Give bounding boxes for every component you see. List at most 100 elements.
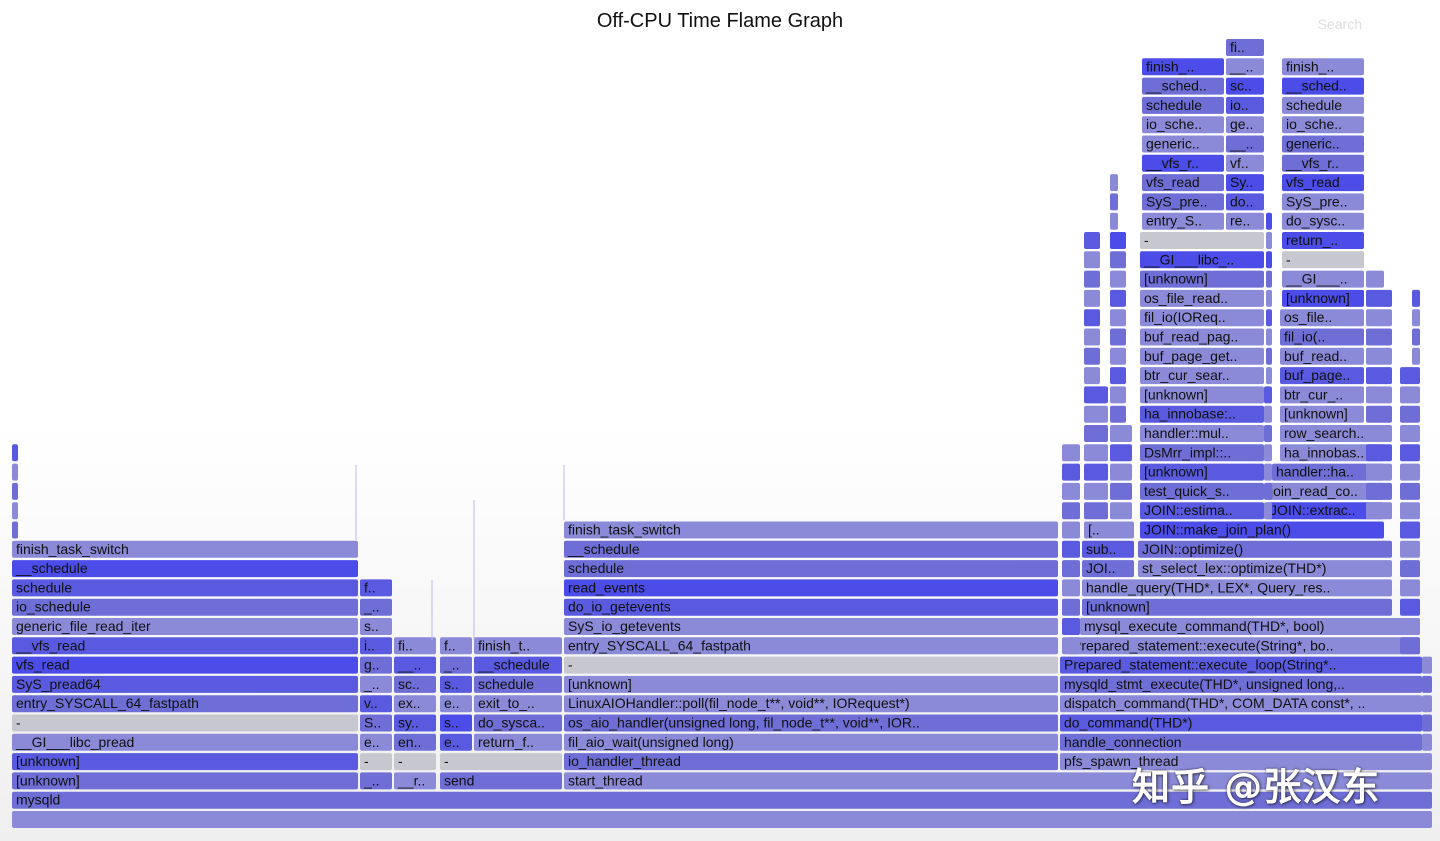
flame-frame-rect[interactable] <box>12 714 358 732</box>
flame-frame-rect[interactable] <box>1084 521 1134 539</box>
flame-frame[interactable] <box>1422 733 1432 751</box>
flame-frame[interactable]: mysqld <box>12 791 1432 809</box>
flame-frame[interactable] <box>1400 425 1420 442</box>
flame-frame-rect[interactable] <box>1264 482 1272 500</box>
flame-frame[interactable]: return_f.. <box>474 733 562 751</box>
flame-frame[interactable]: do_sysc.. <box>1282 212 1364 230</box>
flame-frame[interactable] <box>1110 386 1126 404</box>
flame-frame-rect[interactable] <box>1140 521 1384 539</box>
flame-frame[interactable]: schedule <box>1282 96 1364 114</box>
flame-frame-rect[interactable] <box>1110 251 1126 269</box>
flame-frame[interactable] <box>1084 482 1108 500</box>
flame-frame[interactable]: [unknown] <box>1280 405 1364 423</box>
flame-frame[interactable]: JOI.. <box>1082 560 1134 578</box>
flame-frame[interactable]: JOIN::make_join_plan() <box>1140 521 1384 539</box>
flame-frame[interactable]: [unknown] <box>1140 270 1264 288</box>
flame-frame-rect[interactable] <box>1062 579 1080 597</box>
flame-frame[interactable] <box>1110 502 1132 520</box>
flame-frame[interactable]: io_handler_thread <box>564 753 1058 771</box>
flame-frame-rect[interactable] <box>1062 598 1080 616</box>
flame-frame[interactable]: vf.. <box>1226 154 1264 172</box>
flame-frame-rect[interactable] <box>1142 193 1224 211</box>
flame-frame-rect[interactable] <box>564 598 1058 616</box>
flame-frame-rect[interactable] <box>474 675 562 693</box>
flame-frame[interactable] <box>1366 347 1392 365</box>
flame-frame-rect[interactable] <box>474 733 562 751</box>
flame-frame[interactable]: re.. <box>1226 212 1264 230</box>
flame-frame[interactable] <box>1062 637 1080 655</box>
flame-frame-rect[interactable] <box>394 675 436 693</box>
flame-frame[interactable]: sc.. <box>394 675 436 693</box>
flame-frame-rect[interactable] <box>1266 309 1272 327</box>
flame-frame-rect[interactable] <box>440 695 472 713</box>
flame-frame[interactable] <box>1110 289 1126 307</box>
flame-frame-rect[interactable] <box>564 560 1058 578</box>
flame-frame[interactable] <box>1412 328 1420 346</box>
flame-frame-rect[interactable] <box>1084 328 1100 346</box>
flame-frame-rect[interactable] <box>1110 309 1126 327</box>
flame-frame[interactable]: __sched.. <box>1142 77 1224 95</box>
flame-frame[interactable] <box>1084 270 1100 288</box>
flame-frame[interactable]: mysqld_stmt_execute(THD*, unsigned long,… <box>1060 675 1422 693</box>
flame-frame-rect[interactable] <box>1110 502 1132 520</box>
flame-frame-rect[interactable] <box>1226 58 1264 76</box>
flame-frame-rect[interactable] <box>1110 482 1132 500</box>
flame-frame[interactable] <box>1110 463 1132 481</box>
flame-frame-rect[interactable] <box>440 675 472 693</box>
flame-frame[interactable]: fil_aio_wait(unsigned long) <box>564 733 1058 751</box>
flame-frame[interactable] <box>1412 347 1420 365</box>
flame-frame-rect[interactable] <box>12 675 358 693</box>
flame-frame[interactable] <box>1084 251 1100 269</box>
flame-frame[interactable]: sy.. <box>394 714 436 732</box>
flame-frame-rect[interactable] <box>1366 425 1392 442</box>
flame-frame[interactable] <box>1084 309 1100 327</box>
flame-frame[interactable]: _.. <box>360 598 392 616</box>
flame-frame-rect[interactable] <box>564 656 1058 674</box>
flame-frame[interactable] <box>1084 405 1108 423</box>
flame-frame[interactable]: __.. <box>394 656 436 674</box>
flame-frame-rect[interactable] <box>1400 367 1420 385</box>
flame-frame[interactable]: __schedule <box>564 540 1058 558</box>
flame-frame-rect[interactable] <box>1084 425 1108 442</box>
flame-frame-rect[interactable] <box>1280 405 1364 423</box>
flame-frame-rect[interactable] <box>1062 482 1080 500</box>
flame-frame[interactable]: e.. <box>360 733 392 751</box>
flame-frame[interactable] <box>1264 386 1272 404</box>
flame-frame[interactable] <box>1084 463 1108 481</box>
flame-frame[interactable]: g.. <box>360 656 392 674</box>
flame-frame-rect[interactable] <box>1060 733 1422 751</box>
flame-frame[interactable] <box>1266 251 1272 269</box>
flame-frame[interactable] <box>1110 193 1118 211</box>
flame-frame[interactable]: __GI___libc_.. <box>1140 251 1264 269</box>
flame-frame[interactable] <box>1062 560 1080 578</box>
flame-frame-rect[interactable] <box>1140 386 1264 404</box>
flame-frame-rect[interactable] <box>1084 386 1108 404</box>
flame-frame-rect[interactable] <box>360 714 392 732</box>
flame-frame-rect[interactable] <box>1280 425 1384 442</box>
flame-frame-rect[interactable] <box>1282 96 1364 114</box>
flame-frame[interactable] <box>1110 174 1118 192</box>
flame-frame-rect[interactable] <box>1084 482 1108 500</box>
flame-frame[interactable]: JOIN::optimize() <box>1138 540 1392 558</box>
flame-frame-rect[interactable] <box>1422 733 1432 751</box>
flame-frame-rect[interactable] <box>1084 251 1100 269</box>
flame-frame[interactable] <box>1084 347 1100 365</box>
flame-frame-rect[interactable] <box>1084 309 1100 327</box>
flame-frame[interactable] <box>1400 618 1420 635</box>
flame-frame-rect[interactable] <box>1084 405 1108 423</box>
flame-frame-rect[interactable] <box>1412 347 1420 365</box>
flame-frame[interactable]: __.. <box>1226 135 1264 153</box>
flame-frame-rect[interactable] <box>12 772 358 790</box>
flame-frame[interactable] <box>1366 270 1384 288</box>
flame-frame[interactable] <box>1422 695 1432 713</box>
flame-frame[interactable]: io_sche.. <box>1282 116 1364 134</box>
flame-frame-rect[interactable] <box>1110 270 1126 288</box>
flame-frame-rect[interactable] <box>1142 96 1224 114</box>
flame-frame[interactable]: [unknown] <box>564 675 1058 693</box>
flame-frame-rect[interactable] <box>1400 482 1420 500</box>
flame-frame-rect[interactable] <box>1266 289 1272 307</box>
flame-frame-rect[interactable] <box>1084 463 1108 481</box>
flame-frame-rect[interactable] <box>1068 637 1420 655</box>
flame-frame[interactable]: __vfs_r.. <box>1282 154 1364 172</box>
flame-frame[interactable]: ex.. <box>394 695 436 713</box>
